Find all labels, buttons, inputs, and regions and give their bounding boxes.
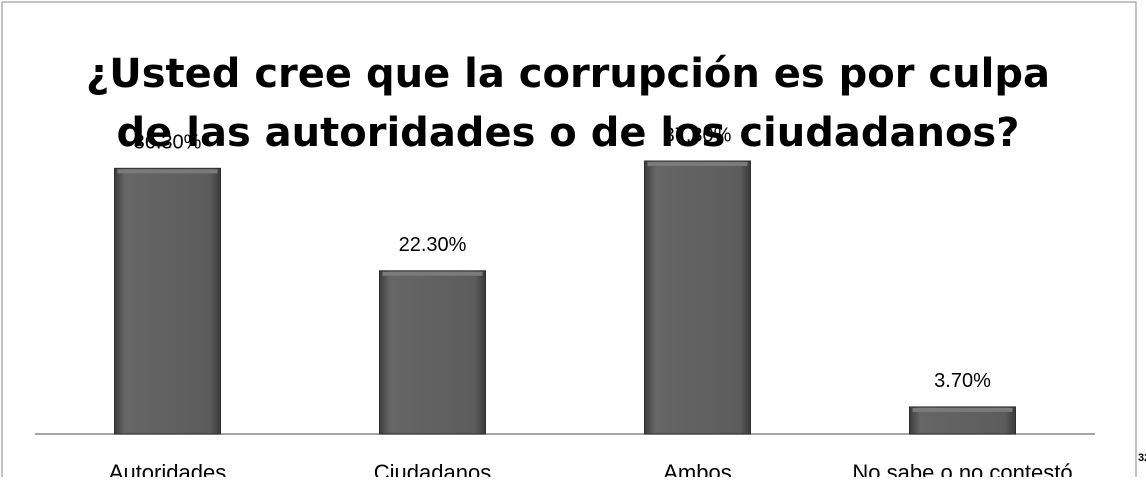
- value-label: 3.70%: [934, 370, 991, 392]
- bar: [644, 160, 751, 435]
- x-tick-label: Autoridades: [109, 460, 226, 477]
- x-tick-label: Ambos: [663, 460, 731, 477]
- value-label: 36.30%: [134, 132, 202, 154]
- bar-bevel: [912, 407, 1013, 412]
- bar-bevel: [382, 271, 483, 276]
- x-tick-label: Ciudadanos: [374, 460, 491, 477]
- chart-title: ¿Usted cree que la corrupción es por cul…: [86, 51, 1050, 97]
- value-label: 22.30%: [399, 234, 467, 256]
- value-label: 37.30%: [664, 124, 732, 146]
- bar-bevel: [647, 162, 748, 166]
- chart-title: de las autoridades o de los ciudadanos?: [117, 110, 1020, 156]
- bar-bevel: [117, 169, 218, 174]
- bar: [379, 270, 486, 435]
- x-tick-label: No sabe o no contestó: [852, 460, 1072, 477]
- bar: [114, 167, 221, 435]
- page-number: 32: [1138, 452, 1146, 464]
